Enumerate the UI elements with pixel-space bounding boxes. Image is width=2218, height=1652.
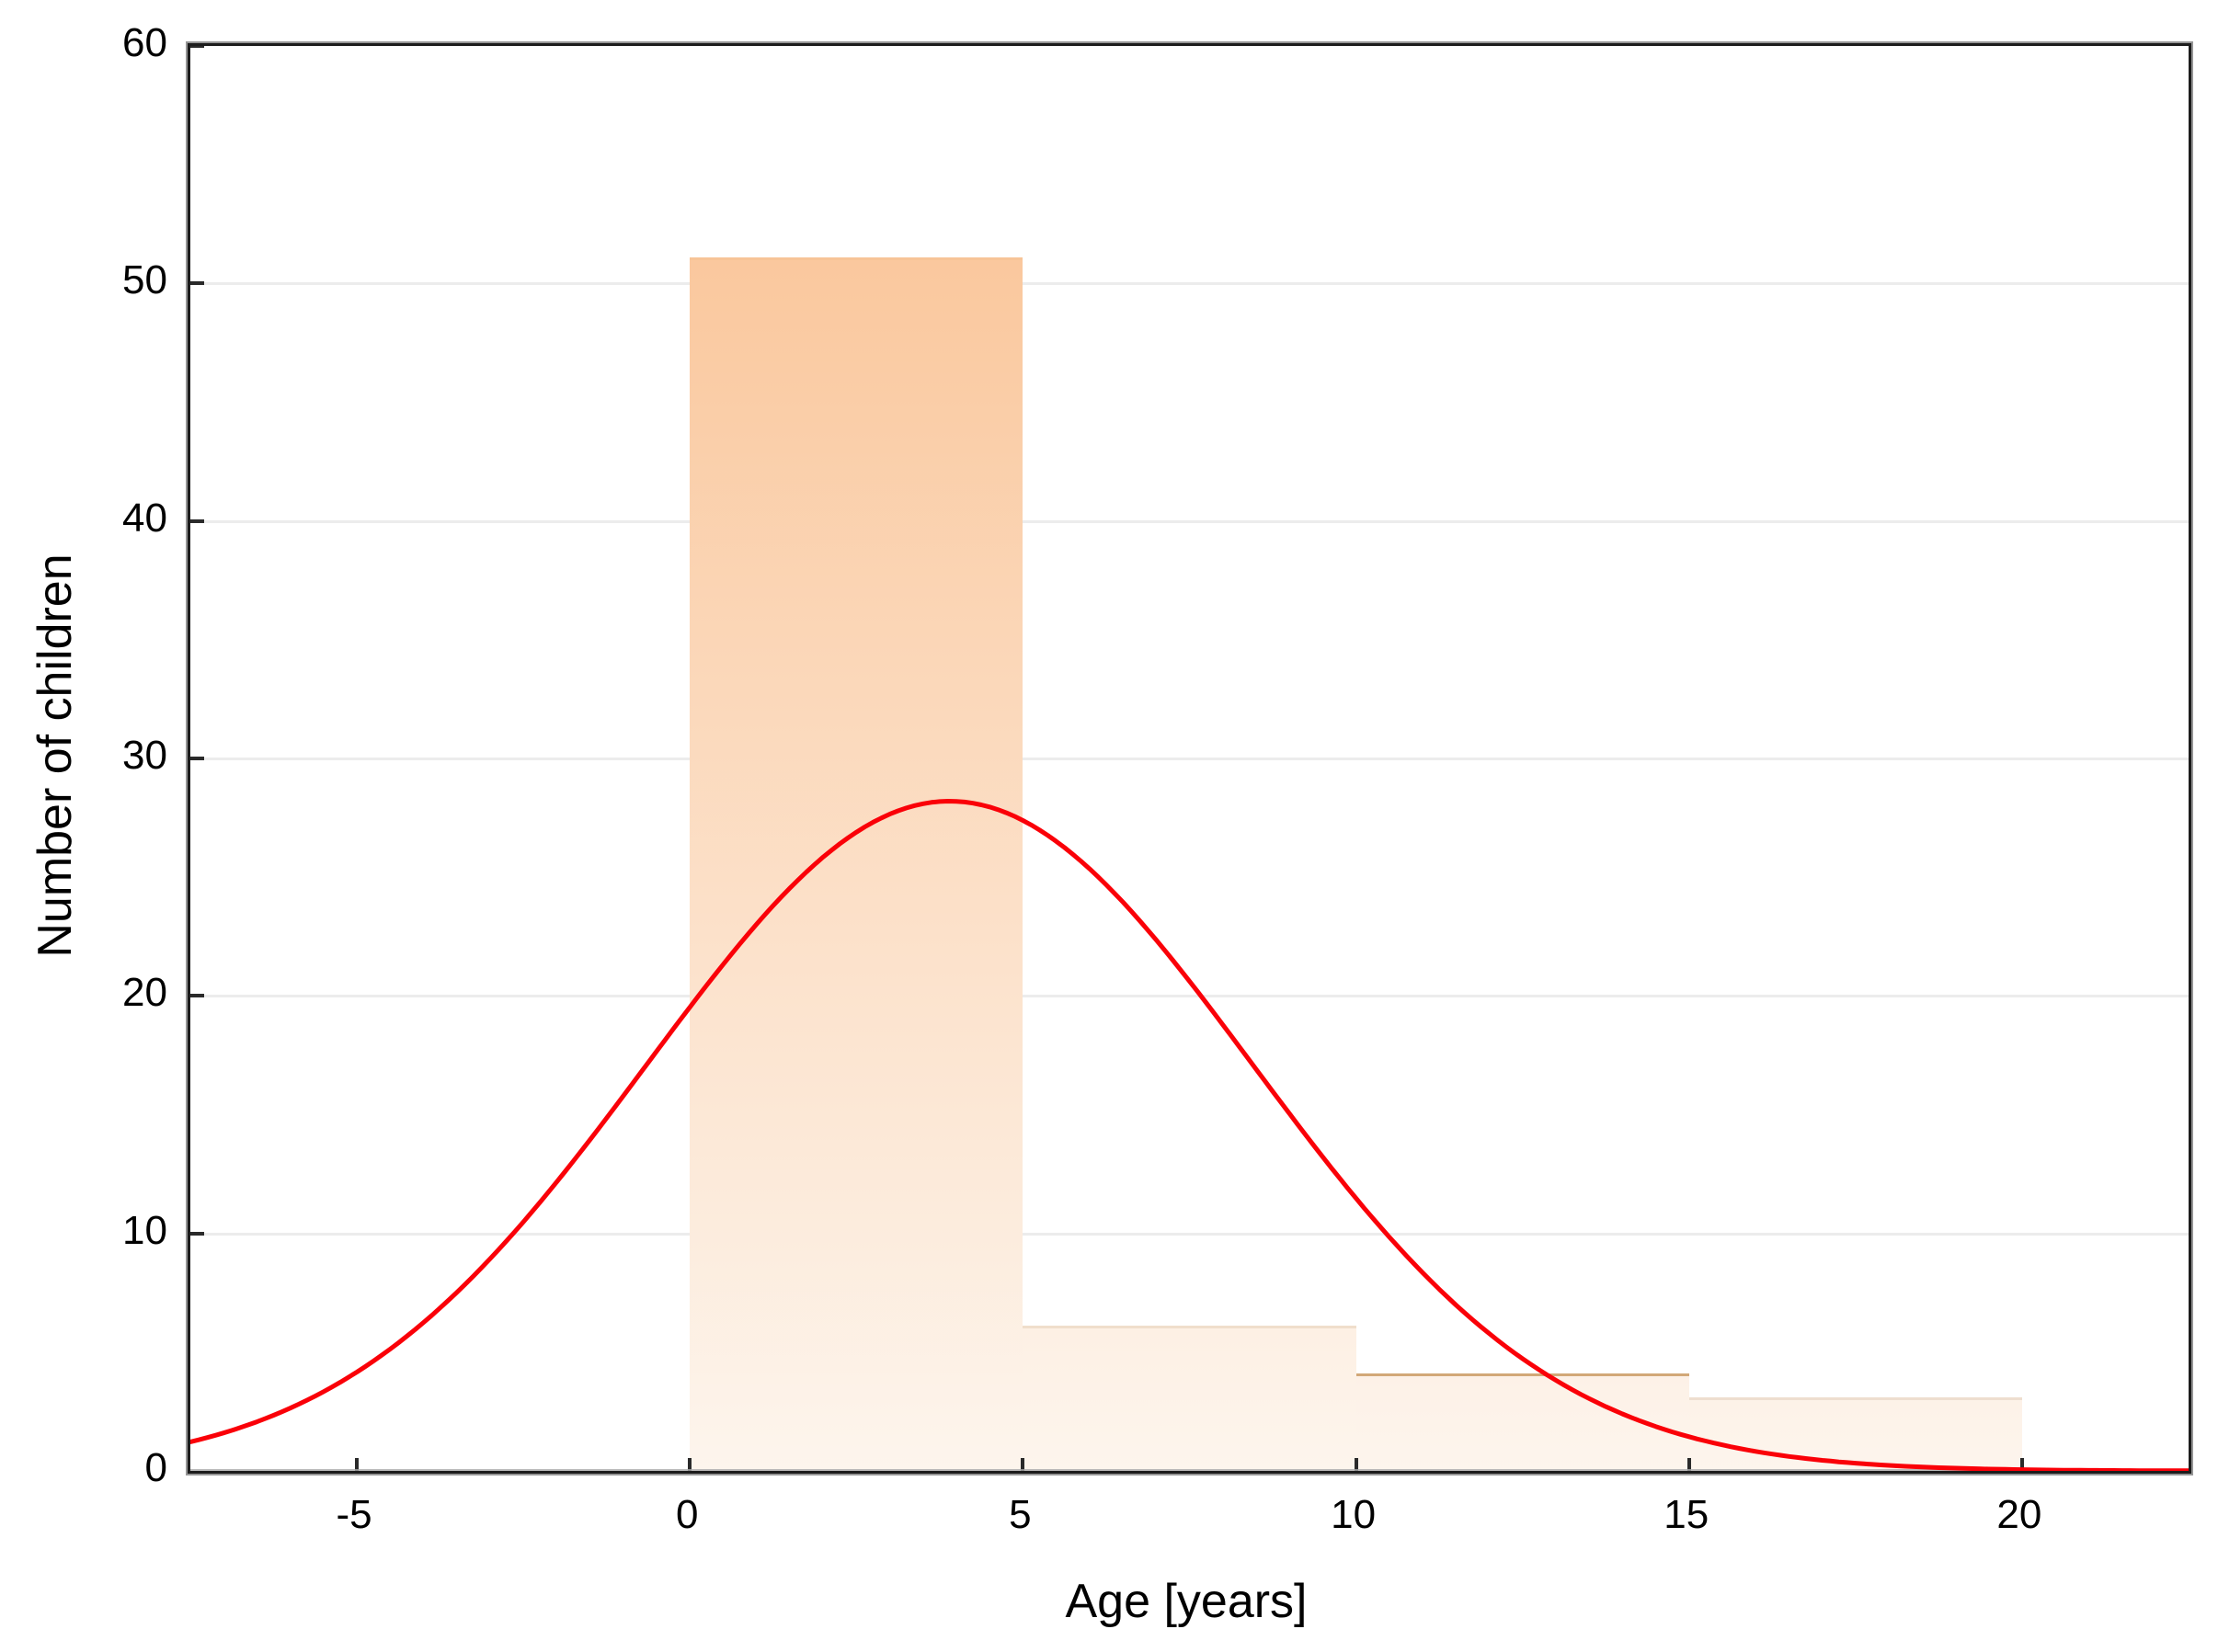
histogram-bar (1688, 1396, 2022, 1471)
y-tick-50 (190, 281, 204, 286)
normal-fit-curve (190, 799, 2189, 1471)
gridline-y-10 (190, 1232, 2189, 1236)
x-tick-label-10: 10 (1331, 1492, 1377, 1537)
x-tick-5 (1021, 1458, 1025, 1471)
x-tick-10 (1354, 1458, 1358, 1471)
y-tick-label-40: 40 (122, 495, 167, 541)
y-tick-label-50: 50 (122, 257, 167, 303)
y-tick-60 (190, 46, 204, 48)
histogram-bar (1023, 1326, 1356, 1471)
histogram-bar (1355, 1373, 1689, 1471)
x-tick-label-15: 15 (1664, 1492, 1709, 1537)
y-tick-20 (190, 994, 204, 998)
gridline-y-20 (190, 995, 2189, 998)
x-tick-label-20: 20 (1996, 1492, 2042, 1537)
x-tick-0 (688, 1458, 692, 1471)
y-tick-label-0: 0 (144, 1445, 167, 1490)
y-tick-40 (190, 518, 204, 523)
x-axis-highlight (190, 1469, 2189, 1471)
x-tick-label-5: 5 (1009, 1492, 1032, 1537)
x-tick--5 (355, 1458, 360, 1471)
gridline-y-30 (190, 758, 2189, 760)
x-tick-label--5: -5 (336, 1492, 372, 1537)
plot-area (188, 43, 2191, 1474)
y-tick-label-10: 10 (122, 1207, 167, 1253)
y-tick-label-30: 30 (122, 733, 167, 778)
x-tick-20 (2019, 1458, 2024, 1471)
y-tick-30 (190, 757, 204, 760)
histogram-bar (690, 256, 1023, 1471)
x-axis-title: Age [years] (1065, 1575, 1308, 1628)
normal-fit-curve-layer (190, 799, 2189, 1471)
y-tick-label-60: 60 (122, 20, 167, 65)
y-tick-10 (190, 1231, 204, 1236)
x-tick-15 (1686, 1458, 1691, 1471)
gridline-y-40 (190, 519, 2189, 523)
x-tick-label-0: 0 (676, 1492, 699, 1537)
gridline-y-50 (190, 282, 2189, 286)
y-tick-label-20: 20 (122, 970, 167, 1016)
